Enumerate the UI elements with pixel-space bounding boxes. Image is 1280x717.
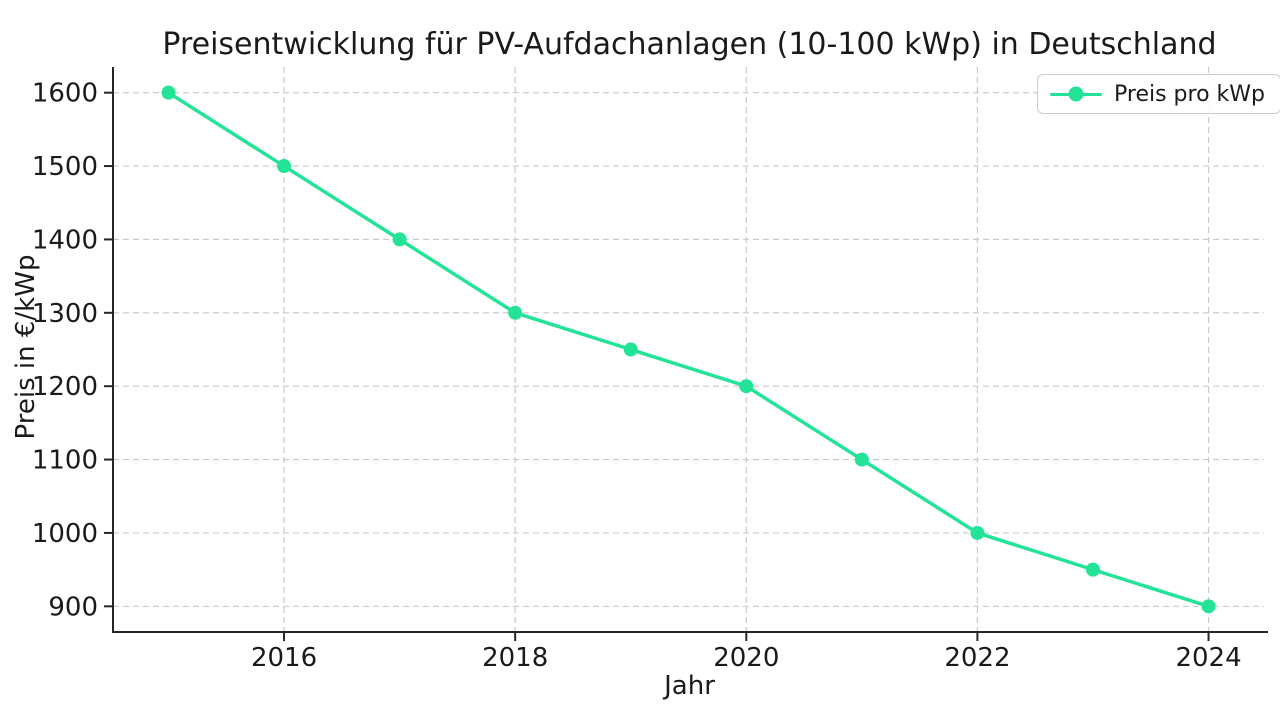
- series-line: [166, 90, 1211, 609]
- x-tick-label: 2024: [1175, 643, 1241, 673]
- data-point-marker: [970, 525, 985, 540]
- y-tick-label: 1300: [32, 299, 98, 329]
- y-axis-label: Preis in €/kWp: [11, 254, 41, 440]
- data-point-marker: [392, 232, 407, 247]
- y-tick-label: 1400: [32, 225, 98, 255]
- chart-title: Preisentwicklung für PV-Aufdachanlagen (…: [162, 27, 1217, 62]
- data-point-marker: [854, 452, 869, 467]
- data-point-marker: [161, 85, 176, 100]
- y-tick-label: 1000: [32, 519, 98, 549]
- data-point-marker: [508, 305, 523, 320]
- x-tick-label: 2018: [482, 643, 548, 673]
- legend-entry-label: Preis pro kWp: [1114, 81, 1265, 107]
- x-tick-label: 2016: [251, 643, 317, 673]
- y-tick-label: 1100: [32, 446, 98, 476]
- y-tick-label: 1500: [32, 152, 98, 182]
- x-tick-label: 2022: [944, 643, 1010, 673]
- data-point-marker: [623, 342, 638, 357]
- data-point-marker: [277, 159, 292, 174]
- y-tick-label: 900: [48, 592, 98, 622]
- legend: Preis pro kWp: [1037, 74, 1280, 114]
- data-point-marker: [1085, 562, 1100, 577]
- data-point-marker: [739, 379, 754, 394]
- legend-marker-swatch: [1068, 86, 1084, 102]
- y-tick-label: 1200: [32, 372, 98, 402]
- data-point-marker: [1201, 599, 1216, 614]
- x-axis-label: Jahr: [664, 671, 715, 701]
- legend-line-marker-icon: [1050, 86, 1102, 102]
- x-tick-label: 2020: [713, 643, 779, 673]
- y-tick-label: 1600: [32, 79, 98, 109]
